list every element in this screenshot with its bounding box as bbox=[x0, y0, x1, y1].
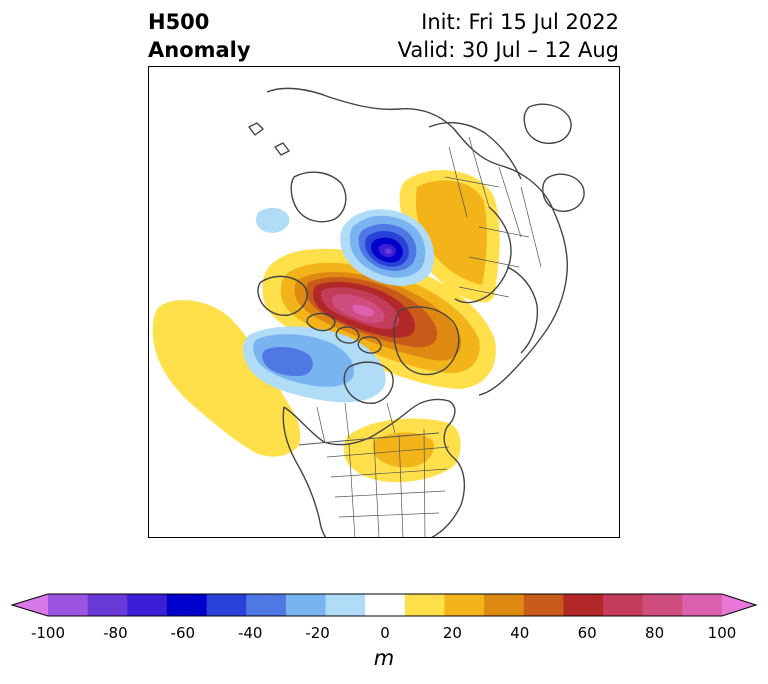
colorbar-tick-label: 80 bbox=[645, 624, 665, 642]
colorbar-tick-label: 20 bbox=[442, 624, 462, 642]
anomaly-gulf-of-alaska-negative bbox=[243, 326, 386, 403]
colorbar-extend-max bbox=[722, 594, 756, 616]
colorbar-cell bbox=[404, 594, 445, 616]
political-borders bbox=[298, 136, 542, 537]
colorbar bbox=[10, 593, 758, 617]
colorbar-cell bbox=[523, 594, 564, 616]
colorbar-cell bbox=[484, 594, 525, 616]
colorbar-cell bbox=[642, 594, 683, 616]
colorbar-cell bbox=[285, 594, 327, 616]
colorbar-cell bbox=[365, 594, 406, 616]
title-right: Init: Fri 15 Jul 2022 Valid: 30 Jul – 12… bbox=[398, 8, 619, 64]
colorbar-tick-label: 60 bbox=[577, 624, 597, 642]
init-date: Init: Fri 15 Jul 2022 bbox=[421, 10, 619, 34]
map-panel bbox=[148, 66, 620, 538]
colorbar-tick-label: -60 bbox=[170, 624, 196, 642]
colorbar-cell bbox=[444, 594, 485, 616]
colorbar-cell bbox=[206, 594, 247, 616]
colorbar-cell bbox=[166, 594, 208, 616]
anomaly-far-nw-negative bbox=[256, 207, 290, 233]
colorbar-tick-label: 100 bbox=[707, 624, 737, 642]
anomaly-greenland-positive bbox=[262, 248, 496, 389]
title-left: H500 Anomaly bbox=[148, 8, 251, 64]
anomaly-arctic-negative bbox=[340, 209, 435, 286]
coastlines bbox=[248, 87, 585, 537]
colorbar-tick-label: -40 bbox=[237, 624, 263, 642]
colorbar-unit-label: m bbox=[373, 646, 395, 670]
anomaly-siberia-positive bbox=[399, 170, 500, 303]
title-variable: H500 bbox=[148, 10, 210, 34]
colorbar-tick-label: -80 bbox=[103, 624, 128, 642]
anomaly-eastern-us-positive bbox=[344, 418, 461, 483]
colorbar-tick-label: 40 bbox=[510, 624, 530, 642]
colorbar-cell bbox=[603, 594, 644, 616]
colorbar-cell bbox=[87, 594, 128, 616]
colorbar-cell bbox=[325, 594, 366, 616]
colorbar-cell bbox=[246, 594, 287, 616]
title-type: Anomaly bbox=[148, 38, 251, 62]
anomaly-north-pacific-positive bbox=[152, 300, 301, 457]
colorbar-cell bbox=[127, 594, 168, 616]
colorbar-extend-min bbox=[12, 594, 48, 616]
colorbar-tick-label: -20 bbox=[305, 624, 330, 642]
valid-period: Valid: 30 Jul – 12 Aug bbox=[397, 38, 619, 62]
colorbar-cell bbox=[48, 594, 89, 616]
colorbar-tick-label: -100 bbox=[30, 624, 66, 642]
colorbar-outline bbox=[10, 593, 758, 617]
anomaly-map bbox=[149, 67, 619, 537]
colorbar-cell bbox=[563, 594, 604, 616]
colorbar-tick-label: 0 bbox=[380, 624, 390, 642]
colorbar-cell bbox=[682, 594, 723, 616]
